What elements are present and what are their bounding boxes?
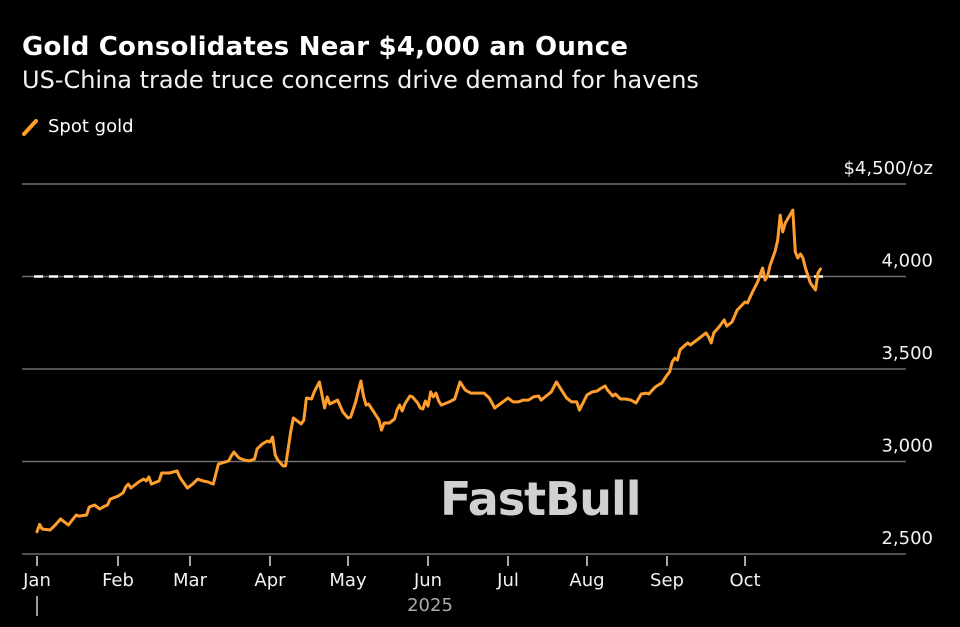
- legend-label: Spot gold: [48, 116, 134, 137]
- diagonal-line-icon: [22, 118, 38, 136]
- chart-subtitle: US-China trade truce concerns drive dema…: [22, 66, 699, 94]
- x-tick-label: Apr: [254, 570, 286, 591]
- y-tick-label: 3,000: [881, 436, 933, 457]
- x-tick-label: Jul: [496, 570, 519, 591]
- x-tick-label: Sep: [650, 570, 684, 591]
- x-tick-label: Jan: [22, 570, 51, 591]
- year-label: 2025: [407, 595, 453, 616]
- x-tick-label: Jun: [413, 570, 442, 591]
- x-tick-label: Aug: [569, 570, 604, 591]
- y-tick-label: 4,000: [881, 251, 933, 272]
- y-tick-label: 3,500: [881, 343, 933, 364]
- x-tick-label: May: [329, 570, 367, 591]
- y-tick-label: $4,500/oz: [843, 158, 933, 179]
- legend: Spot gold: [22, 116, 134, 137]
- x-tick-label: Mar: [173, 570, 208, 591]
- chart-title: Gold Consolidates Near $4,000 an Ounce: [22, 32, 629, 62]
- watermark-logo: FastBull: [440, 472, 641, 526]
- x-tick-label: Oct: [729, 570, 760, 591]
- series-line-spot-gold: [35, 208, 822, 534]
- x-tick-label: Feb: [102, 570, 134, 591]
- y-tick-label: 2,500: [881, 528, 933, 549]
